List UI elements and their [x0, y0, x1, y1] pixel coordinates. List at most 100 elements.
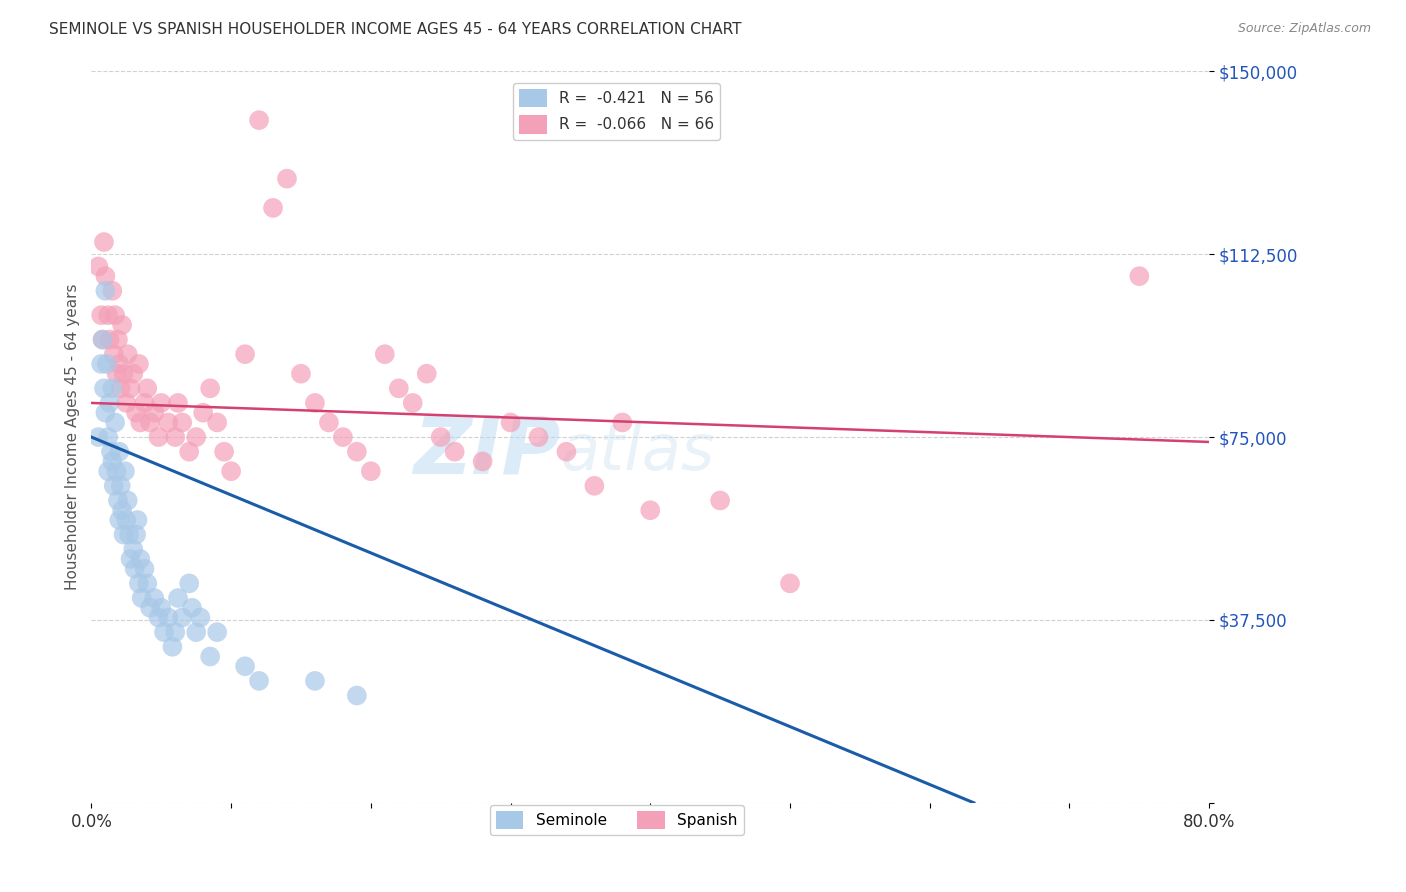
- Point: [148, 610, 170, 624]
- Point: [101, 381, 124, 395]
- Point: [90, 308, 112, 322]
- Point: [128, 576, 150, 591]
- Point: [290, 367, 312, 381]
- Point: [103, 347, 125, 361]
- Point: [212, 444, 235, 458]
- Point: [87, 430, 110, 444]
- Point: [94, 406, 117, 420]
- Point: [94, 269, 117, 284]
- Point: [90, 357, 112, 371]
- Point: [129, 552, 152, 566]
- Point: [443, 444, 465, 458]
- Point: [103, 479, 125, 493]
- Point: [96, 357, 118, 371]
- Point: [115, 513, 138, 527]
- Point: [1128, 269, 1150, 284]
- Point: [105, 464, 128, 478]
- Point: [181, 600, 204, 615]
- Point: [91, 333, 114, 347]
- Point: [499, 416, 522, 430]
- Point: [583, 479, 606, 493]
- Point: [247, 673, 270, 688]
- Point: [276, 171, 298, 186]
- Point: [153, 625, 176, 640]
- Point: [186, 430, 208, 444]
- Point: [101, 454, 124, 468]
- Point: [100, 444, 122, 458]
- Point: [98, 333, 121, 347]
- Point: [779, 576, 801, 591]
- Point: [111, 503, 134, 517]
- Point: [172, 416, 194, 430]
- Point: [104, 416, 127, 430]
- Point: [262, 201, 284, 215]
- Point: [122, 542, 145, 557]
- Point: [527, 430, 550, 444]
- Point: [150, 396, 173, 410]
- Point: [93, 381, 115, 395]
- Point: [157, 610, 180, 624]
- Point: [360, 464, 382, 478]
- Point: [233, 347, 256, 361]
- Point: [136, 576, 159, 591]
- Point: [374, 347, 396, 361]
- Point: [111, 318, 134, 332]
- Point: [128, 357, 150, 371]
- Point: [148, 430, 170, 444]
- Point: [108, 513, 131, 527]
- Point: [108, 357, 131, 371]
- Text: ZIP: ZIP: [413, 413, 561, 491]
- Point: [709, 493, 731, 508]
- Point: [172, 610, 194, 624]
- Point: [124, 562, 146, 576]
- Point: [122, 367, 145, 381]
- Point: [318, 416, 340, 430]
- Point: [402, 396, 425, 410]
- Point: [87, 260, 110, 274]
- Point: [131, 591, 153, 605]
- Point: [97, 430, 120, 444]
- Point: [638, 503, 661, 517]
- Point: [346, 444, 368, 458]
- Y-axis label: Householder Income Ages 45 - 64 years: Householder Income Ages 45 - 64 years: [65, 284, 80, 591]
- Point: [167, 396, 190, 410]
- Point: [346, 689, 368, 703]
- Point: [139, 600, 162, 615]
- Point: [107, 333, 129, 347]
- Point: [415, 367, 437, 381]
- Point: [186, 625, 208, 640]
- Point: [108, 444, 131, 458]
- Point: [97, 308, 120, 322]
- Point: [134, 562, 156, 576]
- Point: [429, 430, 451, 444]
- Point: [114, 464, 136, 478]
- Point: [555, 444, 578, 458]
- Point: [112, 367, 135, 381]
- Point: [115, 396, 138, 410]
- Point: [198, 381, 221, 395]
- Point: [190, 610, 212, 624]
- Point: [165, 625, 187, 640]
- Text: atlas: atlas: [561, 421, 716, 483]
- Point: [104, 308, 127, 322]
- Point: [139, 416, 162, 430]
- Point: [117, 493, 139, 508]
- Point: [233, 659, 256, 673]
- Text: Source: ZipAtlas.com: Source: ZipAtlas.com: [1237, 22, 1371, 36]
- Point: [191, 406, 214, 420]
- Point: [94, 284, 117, 298]
- Point: [112, 527, 135, 541]
- Point: [205, 416, 228, 430]
- Point: [134, 396, 156, 410]
- Point: [120, 381, 142, 395]
- Point: [125, 406, 148, 420]
- Point: [162, 640, 184, 654]
- Point: [98, 396, 121, 410]
- Point: [93, 235, 115, 249]
- Point: [105, 367, 128, 381]
- Point: [612, 416, 634, 430]
- Point: [247, 113, 270, 128]
- Point: [219, 464, 242, 478]
- Text: SEMINOLE VS SPANISH HOUSEHOLDER INCOME AGES 45 - 64 YEARS CORRELATION CHART: SEMINOLE VS SPANISH HOUSEHOLDER INCOME A…: [49, 22, 742, 37]
- Point: [91, 333, 114, 347]
